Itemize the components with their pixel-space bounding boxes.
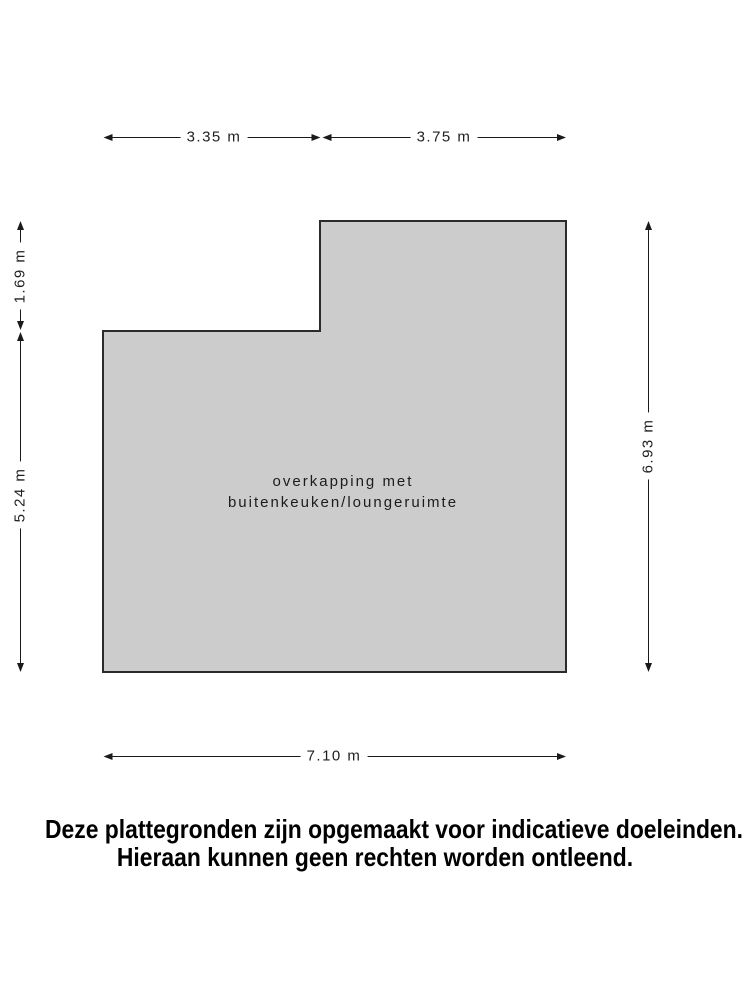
- arrow-down-icon: [645, 663, 652, 672]
- disclaimer-line-1: Deze plattegronden zijn opgemaakt voor i…: [45, 814, 743, 844]
- disclaimer: Deze plattegronden zijn opgemaakt voor i…: [45, 814, 743, 872]
- room-label-line-1: overkapping met: [272, 473, 414, 490]
- arrow-right-icon: [311, 134, 321, 141]
- dimension-label-top-right: 3.75 m: [410, 128, 478, 146]
- arrow-left-icon: [103, 753, 113, 760]
- arrow-right-icon: [557, 753, 566, 760]
- arrow-up-icon: [17, 332, 24, 341]
- dimension-label-right: 6.93 m: [639, 412, 657, 480]
- arrow-left-icon: [322, 134, 332, 141]
- dimension-label-top-left: 3.35 m: [180, 128, 248, 146]
- room-shape: [102, 220, 567, 673]
- dimension-label-bottom: 7.10 m: [300, 747, 368, 765]
- room-label-line-2: buitenkeuken/loungeruimte: [227, 494, 459, 511]
- arrow-up-icon: [17, 221, 24, 230]
- arrow-left-icon: [103, 134, 113, 141]
- room-label: overkapping met buitenkeuken/loungeruimt…: [228, 471, 458, 513]
- dimension-label-left-lower: 5.24 m: [11, 461, 29, 529]
- arrow-right-icon: [557, 134, 566, 141]
- dimension-label-left-upper: 1.69 m: [11, 242, 29, 310]
- arrow-down-icon: [17, 663, 24, 672]
- arrow-down-icon: [17, 321, 24, 330]
- arrow-up-icon: [645, 221, 652, 230]
- disclaimer-line-2: Hieraan kunnen geen rechten worden ontle…: [116, 842, 634, 872]
